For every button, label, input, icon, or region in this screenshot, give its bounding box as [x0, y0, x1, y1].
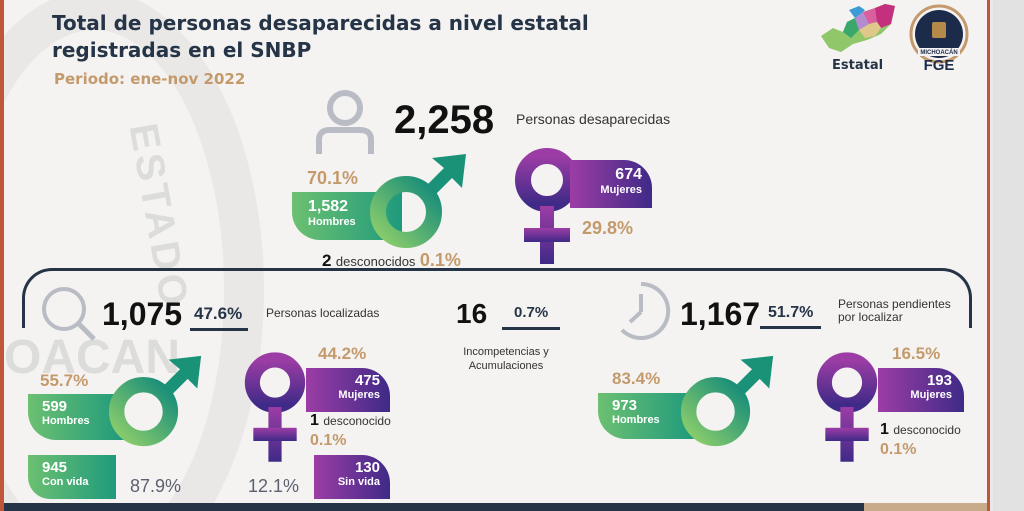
page-title: Total de personas desaparecidas a nivel … — [52, 10, 652, 64]
total-women-value: 674 — [615, 166, 642, 183]
located-men-pct: 55.7% — [40, 371, 89, 390]
located-dead-label: Sin vida — [337, 476, 380, 488]
footer-bar-accent — [864, 503, 987, 511]
located-women-pct: 44.2% — [318, 344, 367, 363]
total-men-value: 1,582 — [308, 198, 349, 215]
period-label: Periodo: ene-nov 2022 — [54, 70, 246, 88]
located-unknown: 1 desconocido — [310, 412, 391, 430]
total-label: Personas desaparecidas — [516, 111, 671, 127]
pending-label-line-1: Personas pendientes — [838, 297, 951, 311]
located-unknown-pct: 0.1% — [310, 432, 347, 449]
pending-men-value: 973 — [612, 397, 638, 414]
title-line-2: registradas en el SNBP — [52, 38, 312, 62]
pending-unknown-label: desconocido — [893, 423, 961, 437]
search-icon — [42, 287, 96, 341]
fge-logo: MICHOACÁN FGE — [904, 4, 974, 74]
total-value: 2,258 — [394, 98, 495, 142]
total-women-pct: 29.8% — [582, 218, 634, 238]
pending-women-box: 193 Mujeres — [878, 368, 964, 412]
incompetencias-label-line-1: Incompetencias y — [463, 346, 549, 358]
pending-label-line-2: por localizar — [838, 310, 903, 324]
female-symbol-icon — [816, 352, 878, 462]
incompetencias-label-line-2: Acumulaciones — [468, 360, 544, 372]
total-men-label: Hombres — [308, 216, 356, 228]
fge-text: FGE — [924, 57, 955, 74]
located-alive-box: 945 Con vida — [28, 455, 116, 499]
clock-icon — [620, 281, 671, 340]
male-symbol-icon — [680, 355, 774, 447]
pending-label: Personas pendientes por localizar — [838, 298, 951, 324]
female-symbol-icon — [515, 148, 579, 264]
pending-pct: 51.7% — [760, 304, 822, 329]
pending-men-box: 973 Hombres — [598, 393, 694, 439]
located-alive-pct: 87.9% — [130, 476, 182, 496]
located-men-value: 599 — [42, 398, 68, 415]
located-dead-box: 130 Sin vida — [314, 455, 390, 499]
total-women-label: Mujeres — [600, 184, 642, 196]
logo-estatal-label: Estatal — [832, 58, 884, 73]
person-icon — [316, 90, 374, 154]
located-women-box: 475 Mujeres — [306, 368, 390, 412]
located-value: 1,075 — [102, 296, 183, 332]
located-unknown-value: 1 — [310, 412, 319, 429]
total-unknown: 2 desconocidos 0.1% — [322, 250, 461, 271]
viewer-background — [993, 0, 1024, 511]
pending-women-pct: 16.5% — [892, 344, 941, 363]
total-men-pct: 70.1% — [307, 168, 359, 188]
located-dead-pct: 12.1% — [248, 476, 300, 496]
total-unknown-pct: 0.1% — [419, 250, 461, 270]
infographic-page: ESTADO OACAN Total de personas desaparec… — [0, 0, 990, 511]
located-label: Personas localizadas — [266, 306, 380, 320]
pending-unknown-value: 1 — [880, 421, 889, 438]
female-symbol-icon — [244, 352, 306, 462]
breakdown-frame — [22, 268, 972, 328]
pending-value: 1,167 — [680, 296, 761, 332]
total-unknown-label: desconocidos — [335, 254, 416, 269]
title-line-1: Total de personas desaparecidas a nivel … — [52, 11, 589, 35]
located-pct: 47.6% — [190, 304, 249, 331]
total-women-box: 674 Mujeres — [570, 160, 652, 208]
male-symbol-icon — [370, 154, 466, 248]
incompetencias-pct: 0.7% — [502, 304, 561, 330]
pending-women-value: 193 — [926, 372, 952, 389]
located-women-value: 475 — [354, 372, 380, 389]
located-alive-label: Con vida — [42, 476, 89, 488]
located-alive-value: 945 — [42, 459, 68, 476]
pending-women-label: Mujeres — [910, 389, 952, 401]
pending-unknown: 1 desconocido — [880, 421, 961, 439]
incompetencias-label: Incompetencias y Acumulaciones — [440, 345, 572, 373]
pending-men-pct: 83.4% — [612, 369, 661, 388]
pending-unknown-pct: 0.1% — [880, 441, 917, 458]
located-dead-value: 130 — [354, 459, 380, 476]
footer-bar — [4, 503, 864, 511]
pending-men-label: Hombres — [612, 414, 660, 426]
located-men-box: 599 Hombres — [28, 394, 124, 440]
male-symbol-icon — [108, 355, 202, 447]
located-women-label: Mujeres — [338, 389, 380, 401]
total-unknown-value: 2 — [322, 251, 332, 270]
located-unknown-label: desconocido — [323, 414, 391, 428]
incompetencias-value: 16 — [456, 298, 488, 329]
michoacan-map-logo — [821, 4, 895, 52]
fge-seal-icon: MICHOACÁN FGE — [909, 4, 969, 74]
fge-sub-text: MICHOACÁN — [920, 49, 957, 56]
located-men-label: Hombres — [42, 415, 90, 427]
